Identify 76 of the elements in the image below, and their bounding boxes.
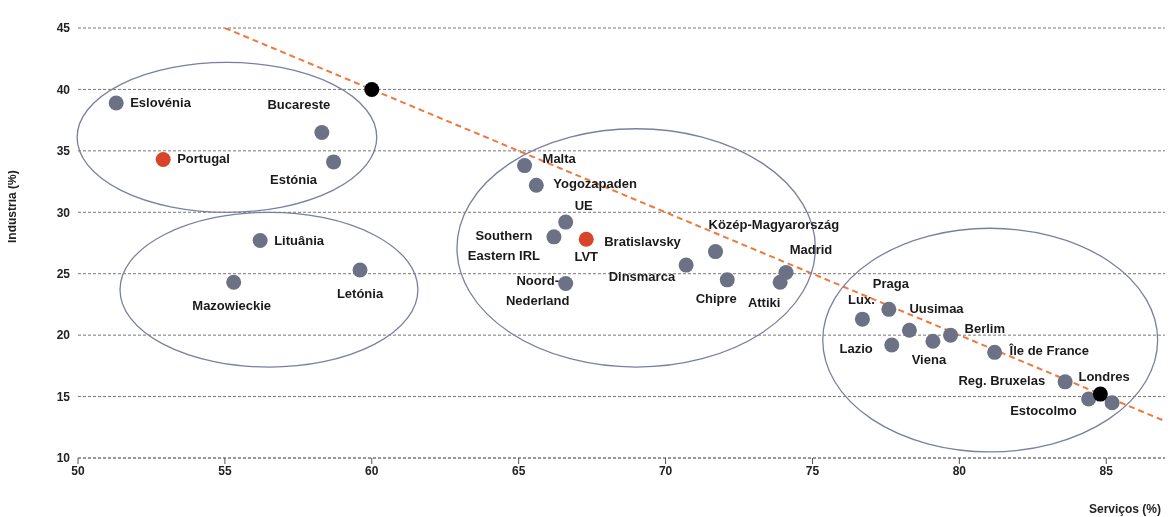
annotation: Praga xyxy=(872,276,910,292)
annotation: Eslovénia xyxy=(130,95,192,111)
y-tick-label: 10 xyxy=(56,451,71,466)
point xyxy=(352,262,368,278)
point xyxy=(884,337,900,353)
point xyxy=(881,301,897,317)
x-axis-title: Serviços (%) xyxy=(1088,502,1161,516)
annotation: Mazowieckie xyxy=(192,298,272,314)
x-tick-label: 60 xyxy=(365,463,379,478)
annotation: Berlim xyxy=(964,321,1006,337)
point xyxy=(854,311,870,327)
y-axis-title: Indústria (%) xyxy=(5,170,20,243)
annotation: LVT xyxy=(574,249,599,265)
annotation: Londres xyxy=(1078,369,1130,385)
x-tick-label: 75 xyxy=(805,463,820,478)
x-tick-label: 85 xyxy=(1099,463,1114,478)
x-tick-label: 65 xyxy=(512,463,526,478)
annotation: Bucareste xyxy=(267,97,331,113)
annotation: UE xyxy=(574,198,594,214)
point xyxy=(252,233,268,249)
y-tick-label: 20 xyxy=(56,328,71,343)
annotation: Île de France xyxy=(1008,343,1090,359)
annotation: Reg. Bruxelas xyxy=(958,373,1046,389)
annotation: Estocolmo xyxy=(1010,403,1077,419)
point xyxy=(1057,374,1073,390)
annotation: Yogozapaden xyxy=(553,176,637,192)
point xyxy=(1092,386,1108,402)
point xyxy=(1081,391,1097,407)
y-tick-label: 45 xyxy=(56,21,71,36)
annotation: Bratislavsky xyxy=(604,234,682,250)
annotation: Dinsmarca xyxy=(608,269,676,285)
point xyxy=(108,95,124,111)
point xyxy=(528,177,544,193)
annotation: Lazio xyxy=(839,341,873,357)
point xyxy=(708,244,724,260)
annotation: Attiki xyxy=(747,295,781,311)
point xyxy=(364,81,380,97)
point xyxy=(719,272,735,288)
point xyxy=(678,257,694,273)
point xyxy=(772,274,788,290)
point xyxy=(314,124,330,140)
annotation: Letónia xyxy=(336,286,384,302)
annotation: Lituânia xyxy=(274,232,325,248)
point xyxy=(558,276,574,292)
point xyxy=(901,322,917,338)
y-tick-label: 30 xyxy=(56,205,71,220)
annotation: Chipre xyxy=(695,291,737,307)
annotation: Madrid xyxy=(789,242,833,258)
point xyxy=(578,231,594,247)
point xyxy=(155,151,171,167)
annotation: Noord- Nederland xyxy=(505,272,570,308)
annotation: Közép-Magyarország xyxy=(708,217,840,233)
annotation: Estónia xyxy=(270,172,318,188)
annotation: Viena xyxy=(911,352,947,368)
annotation: Lux. xyxy=(848,292,875,308)
annotation: Uusimaa xyxy=(909,301,965,317)
x-tick-label: 70 xyxy=(658,463,673,478)
point xyxy=(1104,395,1120,411)
point xyxy=(558,214,574,230)
x-tick-label: 55 xyxy=(218,463,232,478)
y-tick-label: 35 xyxy=(56,144,71,159)
annotation: Malta xyxy=(542,151,577,167)
y-tick-label: 15 xyxy=(56,389,71,404)
point xyxy=(326,154,342,170)
point xyxy=(943,327,959,343)
point xyxy=(226,274,242,290)
x-tick-label: 50 xyxy=(71,463,85,478)
y-tick-label: 40 xyxy=(56,82,71,97)
x-tick-label: 80 xyxy=(952,463,967,478)
point xyxy=(987,344,1003,360)
y-tick-label: 25 xyxy=(56,266,71,281)
annotation: Portugal xyxy=(177,151,230,167)
point xyxy=(925,333,941,349)
point xyxy=(546,229,562,245)
point xyxy=(517,158,533,174)
annotation: Southern Eastern IRL xyxy=(467,228,541,264)
